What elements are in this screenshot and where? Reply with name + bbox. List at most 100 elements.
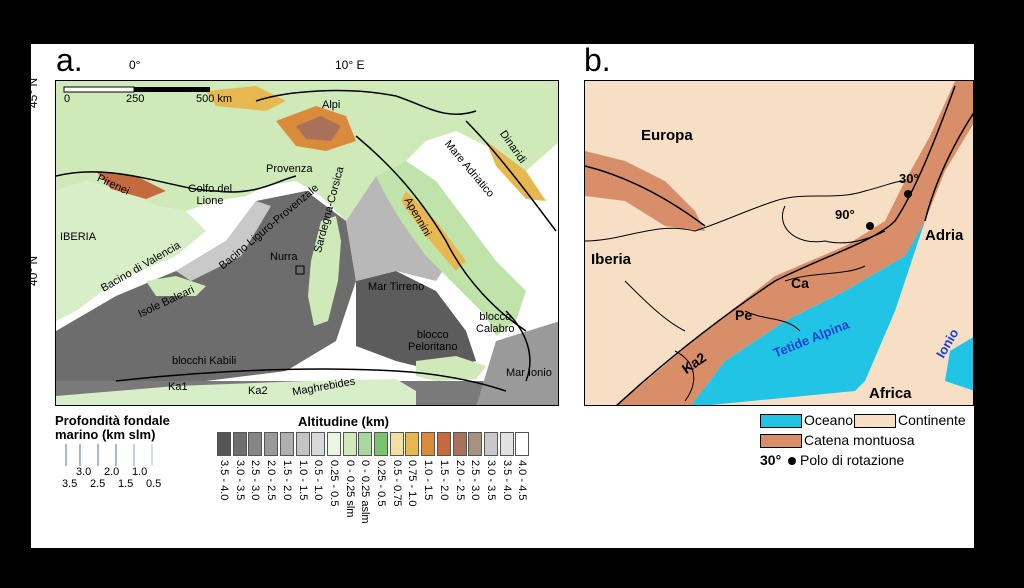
iberia-landmass [56, 181, 206, 321]
altitude-label: 0.75 - 1.0 [406, 460, 419, 507]
altitude-label: 3.5 - 4.0 [500, 460, 513, 501]
rotation-pole-30 [904, 190, 912, 198]
depth-legend-lines [65, 444, 153, 466]
pyrenees-relief [96, 171, 166, 199]
altitude-swatch [217, 432, 231, 456]
thrust-line [255, 89, 477, 115]
place-pe: Pe [735, 307, 753, 323]
altitude-label: 2.0 - 2.5 [453, 460, 466, 501]
depth-label-2.5: 2.5 [90, 478, 106, 490]
thrust-line [56, 171, 297, 193]
sardinia-corsica [308, 216, 341, 326]
altitude-label: 0.5 - 0.75 [390, 460, 403, 507]
legend-pole-value: 30° [760, 452, 782, 468]
alps-peak [296, 116, 341, 141]
place-europa: Europa [641, 127, 693, 144]
africa-landmass [56, 379, 416, 405]
longitude-label-0: 0° [129, 58, 141, 72]
coastline [784, 265, 866, 282]
altitude-legend-title: Altitudine (km) [298, 414, 389, 429]
place-ka1: Ka1 [168, 381, 188, 393]
depth-label-1.0: 1.0 [132, 466, 148, 478]
shelf-area [176, 201, 271, 281]
place-provenza: Provenza [266, 163, 313, 175]
altitude-label: 2.5 - 3.0 [249, 460, 262, 501]
legend-label-ocean: Oceano [804, 412, 854, 428]
place-golfo-del-lione: Golfo del Lione [188, 183, 233, 207]
legend-label-pole: Polo di rotazione [800, 452, 905, 468]
thrust-line [505, 310, 531, 382]
altitude-label: 0.5 - 1.0 [312, 460, 325, 501]
altitude-label: 3.5 - 4.0 [218, 460, 230, 501]
dinarides-relief [486, 141, 546, 201]
alpine-belt [617, 81, 973, 405]
depth-legend-title: Profondità fondale marino (km slm) [55, 413, 170, 442]
altitude-label: 1.0 - 1.5 [422, 460, 435, 501]
altitude-swatch [358, 432, 373, 456]
altitude-swatch [232, 432, 247, 456]
thrust-line [465, 120, 557, 232]
place-alpi: Alpi [322, 99, 341, 111]
depth-label-1.5: 1.5 [118, 478, 134, 490]
place-iberia: IBERIA [60, 231, 97, 243]
altitude-label: 1.0 - 1.5 [296, 460, 309, 501]
coastline [585, 180, 906, 242]
coastline [624, 280, 686, 332]
balearic-islands [146, 276, 206, 296]
thrust-line [355, 135, 527, 332]
thrust-line [616, 85, 956, 405]
altitude-swatch [405, 432, 420, 456]
altitude-swatch [389, 432, 404, 456]
place-blocco-peloritano: blocco Peloritano [408, 329, 458, 353]
place-adria: Adria [925, 227, 964, 244]
panel-b-letter: b. [584, 42, 611, 78]
coastline [781, 205, 886, 244]
paleogeographic-map: Europa Iberia Adria Africa Ionio Tetide … [584, 80, 974, 406]
place-mar-tirreno: Mar Tirreno [368, 281, 425, 293]
scalebar-label-250: 250 [126, 93, 145, 105]
depth-label-0.5: 0.5 [146, 478, 162, 490]
depth-label-2.0: 2.0 [104, 466, 120, 478]
scalebar-label-0: 0 [64, 93, 71, 105]
thrust-line [585, 165, 706, 227]
place-iberia-b: Iberia [591, 251, 632, 268]
place-blocchi-kabili: blocchi Kabili [172, 355, 237, 367]
scalebar-segment [134, 87, 210, 92]
panel-a-letter: a. [56, 42, 83, 78]
legend-label-continent: Continente [898, 412, 966, 428]
legend-swatch-mountain [760, 434, 802, 448]
altitude-label: 3.0 - 3.5 [233, 460, 246, 501]
altitude-legend: 3.5 - 4.0 3.0 - 3.5 2.5 - 3.0 2.0 - 2.5 1.5 … [217, 432, 537, 542]
legend-swatch-ocean [760, 414, 802, 428]
altitude-swatch [248, 432, 263, 456]
thrust-line [115, 368, 507, 392]
alpine-tethys-ocean [691, 221, 925, 405]
coastline [674, 350, 695, 402]
place-ca: Ca [791, 275, 809, 291]
altitude-swatch [436, 432, 451, 456]
altitude-swatch [342, 432, 357, 456]
altitude-label: 0 - 0.25 slm [343, 460, 356, 518]
altitude-label: 2.5 - 3.0 [469, 460, 482, 501]
altitude-label: 2.0 - 2.5 [265, 460, 278, 501]
place-mar-ionio: Mar Ionio [506, 367, 552, 379]
scalebar-segment [63, 86, 135, 93]
altitude-swatch [452, 432, 467, 456]
ionian-basin-shape [476, 321, 558, 405]
place-blocco-calabro: blocco Calabro [476, 311, 515, 335]
paleo-map-svg [585, 81, 973, 405]
depth-label-3.0: 3.0 [76, 466, 92, 478]
legend-pole-dot [788, 457, 796, 465]
relief-area [206, 86, 286, 111]
altitude-label: 4.0 - 4.5 [516, 460, 529, 501]
thrust-line [924, 112, 973, 222]
latitude-label-40n: 40° N [26, 255, 40, 286]
altitude-swatch [499, 432, 514, 456]
altitude-label: 1.5 - 2.0 [437, 460, 450, 501]
place-nurra: Nurra [270, 251, 298, 263]
scalebar-label-500: 500 km [196, 93, 233, 105]
altitude-swatch [264, 432, 279, 456]
altitude-swatch [468, 432, 483, 456]
altitude-label: 0.25 - 0.5 [327, 460, 340, 507]
altitude-label: 0.25 - 0.5 [375, 460, 387, 507]
